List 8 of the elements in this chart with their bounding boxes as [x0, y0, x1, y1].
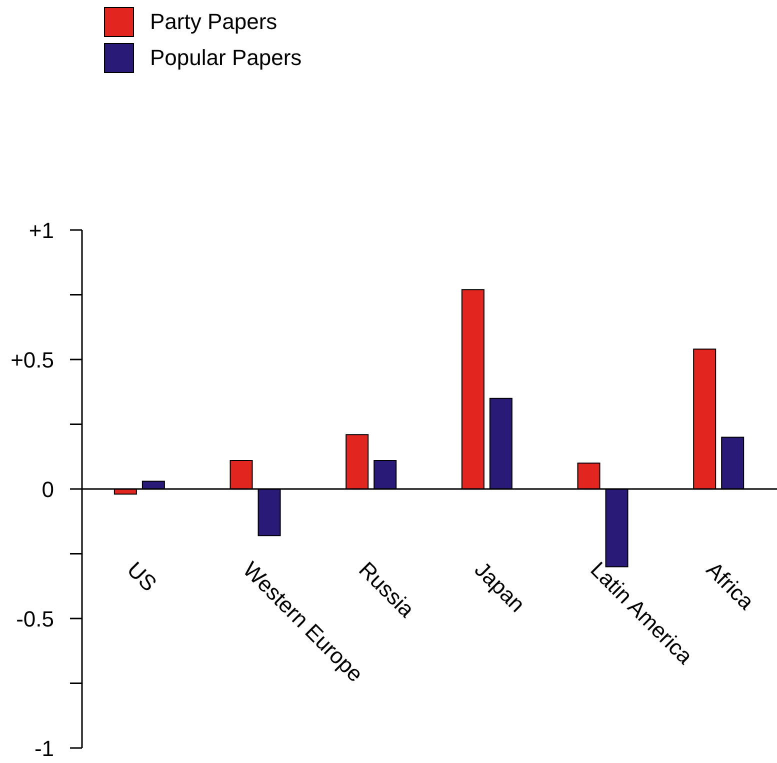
y-tick-label: +0.5: [10, 347, 54, 372]
y-tick-label: -0.5: [16, 606, 54, 632]
y-tick-label: 0: [42, 476, 54, 502]
x-tick-label: US: [122, 556, 162, 596]
y-tick-label: +1: [28, 218, 54, 243]
legend-label: Party Papers: [150, 9, 278, 35]
legend-label: Popular Papers: [150, 45, 302, 71]
y-tick-label: -1: [34, 736, 54, 761]
